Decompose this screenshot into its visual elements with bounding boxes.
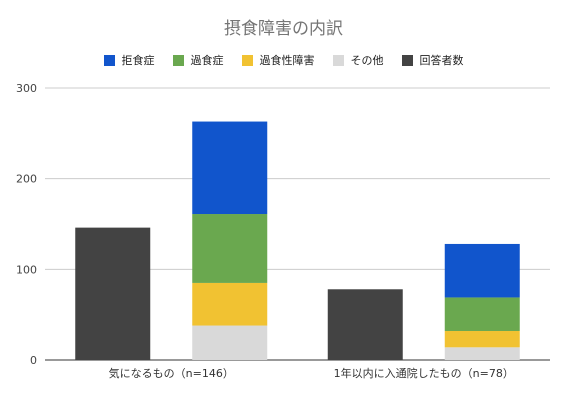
bar-respondents [75, 227, 151, 360]
bar-segment [192, 121, 268, 215]
legend-item: 拒食症 [103, 52, 155, 68]
legend-item: 過食性障害 [241, 52, 315, 68]
legend-item: 回答者数 [401, 52, 464, 68]
legend-label: 過食性障害 [259, 54, 315, 67]
bar-segment [444, 330, 520, 348]
y-tick-label: 200 [16, 173, 37, 186]
legend-swatch [103, 54, 115, 66]
legend-label: その他 [350, 54, 384, 67]
bar-segment [444, 243, 520, 298]
bar-segment [192, 325, 268, 360]
legend-label: 拒食症 [121, 54, 155, 67]
bar-segment [192, 282, 268, 326]
x-tick-label: 気になるもの（n=146） [109, 366, 234, 380]
bar-segment [444, 297, 520, 331]
y-tick-label: 300 [16, 82, 37, 95]
legend-swatch [241, 54, 253, 66]
legend-label: 過食症 [190, 54, 224, 67]
bar-respondents [327, 289, 403, 360]
bar-segment [444, 347, 520, 360]
y-tick-label: 0 [30, 354, 37, 367]
legend-swatch [332, 54, 344, 66]
legend-item: 過食症 [172, 52, 224, 68]
x-tick-label: 1年以内に入通院したもの（n=78） [334, 366, 514, 380]
y-tick-label: 100 [16, 263, 37, 276]
bar-segment [192, 214, 268, 283]
legend-swatch [401, 54, 413, 66]
legend-label: 回答者数 [419, 54, 464, 67]
chart-title: 摂食障害の内訳 [224, 19, 343, 39]
chart-legend: 拒食症 過食症 過食性障害 その他 回答者数 [0, 52, 567, 68]
legend-item: その他 [332, 52, 384, 68]
legend-swatch [172, 54, 184, 66]
